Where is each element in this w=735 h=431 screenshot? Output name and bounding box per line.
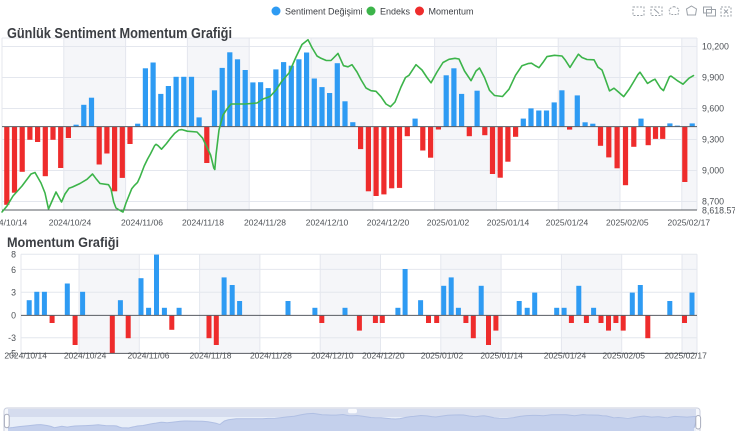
svg-text:2024/10/14: 2024/10/14	[0, 218, 28, 228]
svg-text:Sentiment Değişimi: Sentiment Değişimi	[285, 7, 363, 17]
svg-text:2025/01/24: 2025/01/24	[544, 351, 587, 361]
svg-text:Momentum: Momentum	[429, 7, 474, 17]
svg-text:-5: -5	[8, 348, 16, 358]
svg-text:2024/11/18: 2024/11/18	[182, 218, 224, 228]
svg-text:2025/02/17: 2025/02/17	[668, 218, 711, 228]
svg-text:2024/10/24: 2024/10/24	[64, 351, 107, 361]
svg-text:9,300: 9,300	[702, 135, 724, 145]
svg-text:2024/11/28: 2024/11/28	[244, 218, 286, 228]
svg-text:Endeks: Endeks	[380, 7, 411, 17]
svg-text:9,900: 9,900	[702, 73, 724, 83]
svg-text:2024/12/10: 2024/12/10	[311, 351, 354, 361]
svg-text:3: 3	[11, 288, 16, 298]
svg-text:2025/01/02: 2025/01/02	[421, 351, 464, 361]
svg-text:2024/10/14: 2024/10/14	[4, 351, 47, 361]
svg-text:2025/01/14: 2025/01/14	[480, 351, 523, 361]
svg-text:2025/02/05: 2025/02/05	[606, 218, 649, 228]
svg-text:6: 6	[11, 265, 16, 275]
svg-text:8: 8	[11, 250, 16, 260]
svg-text:9,000: 9,000	[702, 166, 724, 176]
svg-text:9,600: 9,600	[702, 104, 724, 114]
svg-text:8,618.57: 8,618.57	[702, 206, 735, 216]
svg-text:2024/11/28: 2024/11/28	[250, 351, 292, 361]
svg-text:2025/01/24: 2025/01/24	[546, 218, 589, 228]
svg-text:2025/02/17: 2025/02/17	[664, 351, 707, 361]
svg-text:2024/11/06: 2024/11/06	[121, 218, 163, 228]
svg-text:2025/02/05: 2025/02/05	[602, 351, 645, 361]
svg-text:-3: -3	[8, 333, 16, 343]
svg-text:2024/12/20: 2024/12/20	[367, 218, 410, 228]
svg-text:2025/01/02: 2025/01/02	[427, 218, 470, 228]
svg-text:Günlük Sentiment Momentum Graf: Günlük Sentiment Momentum Grafiği	[7, 26, 232, 42]
svg-text:2024/12/10: 2024/12/10	[306, 218, 349, 228]
svg-text:2024/11/06: 2024/11/06	[128, 351, 170, 361]
svg-text:0: 0	[11, 310, 16, 320]
svg-text:2024/12/20: 2024/12/20	[362, 351, 405, 361]
svg-text:2024/10/24: 2024/10/24	[49, 218, 92, 228]
svg-text:Momentum Grafiği: Momentum Grafiği	[7, 234, 119, 250]
svg-text:10,200: 10,200	[702, 42, 729, 52]
svg-text:2024/11/18: 2024/11/18	[190, 351, 232, 361]
svg-text:8,700: 8,700	[702, 197, 724, 207]
svg-text:2025/01/14: 2025/01/14	[487, 218, 530, 228]
